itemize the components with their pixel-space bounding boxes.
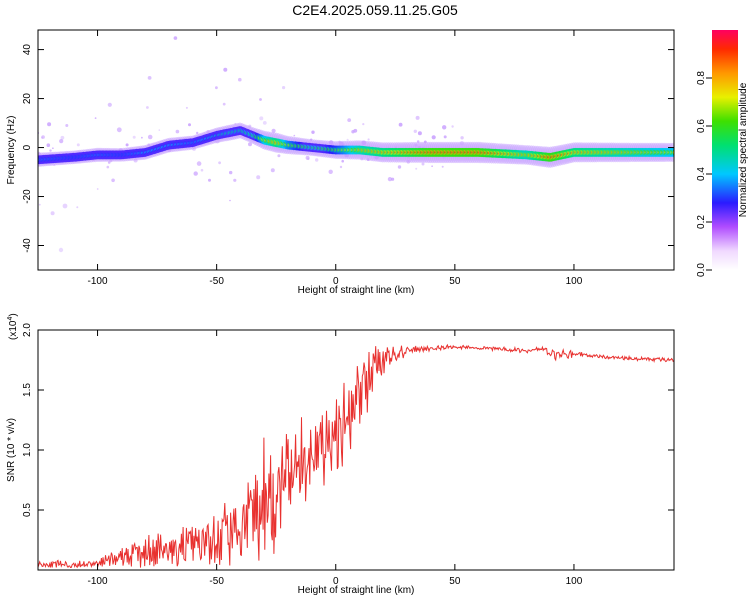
top-y-tick-label: -40	[22, 238, 33, 253]
top-y-tick-label: 20	[22, 93, 33, 105]
snr-panel: -100 -50 0 50 100 2.0 1.5 1.0 0.5 Height of stra…	[6, 313, 675, 596]
top-y-tick-label: 0	[22, 144, 33, 150]
colorbar-tick-label: 0.2	[696, 215, 707, 229]
bottom-y-tick-label: 2.0	[22, 323, 33, 337]
top-y-tick-label: 40	[22, 44, 33, 56]
chart-title: C2E4.2025.059.11.25.G05	[292, 2, 458, 18]
bottom-x-tick-label: 100	[566, 576, 583, 587]
top-y-tick-label: -20	[22, 189, 33, 204]
y-multiplier-label: (x104)	[7, 313, 19, 340]
top-x-tick-label: -50	[209, 276, 224, 287]
bottom-y-tick-label: 0.5	[22, 503, 33, 517]
bottom-x-tick-label: 50	[449, 576, 461, 587]
spectrogram-frame	[37, 29, 675, 271]
top-x-axis-label: Height of straight line (km)	[298, 285, 415, 296]
top-y-axis-label: Frequency (Hz)	[6, 116, 17, 185]
bottom-x-tick-label: -50	[209, 576, 224, 587]
bottom-x-axis-label: Height of straight line (km)	[298, 585, 415, 596]
snr-series-line	[38, 343, 674, 569]
top-x-tick-label: -100	[88, 276, 108, 287]
top-x-tick-label: 0	[333, 276, 339, 287]
colorbar-tick-label: 0.0	[696, 263, 707, 277]
colorbar-tick-label: 0.8	[696, 71, 707, 85]
colorbar: 0.0 0.2 0.4 0.6 0.8 Normalized spectral ampl…	[696, 30, 749, 277]
colorbar-gradient	[712, 30, 738, 270]
top-x-tick-label: 100	[566, 276, 583, 287]
bottom-y-tick-label: 1.5	[22, 383, 33, 397]
spectral-ridge	[38, 126, 674, 165]
snr-frame	[37, 329, 675, 571]
bottom-x-tick-label: 0	[333, 576, 339, 587]
colorbar-tick-label: 0.6	[696, 119, 707, 133]
colorbar-tick-label: 0.4	[696, 167, 707, 181]
bottom-x-tick-label: -100	[88, 576, 108, 587]
top-x-tick-label: 50	[449, 276, 461, 287]
bottom-y-tick-label: 1.0	[22, 443, 33, 457]
bottom-y-axis-label: SNR (10 * v/v)	[6, 418, 17, 482]
spectrogram-panel: -100 -50 0 50 100 40 20 0 -20 -40 Height of strai…	[6, 29, 675, 296]
colorbar-label: Normalized spectral amplitude	[738, 82, 749, 217]
